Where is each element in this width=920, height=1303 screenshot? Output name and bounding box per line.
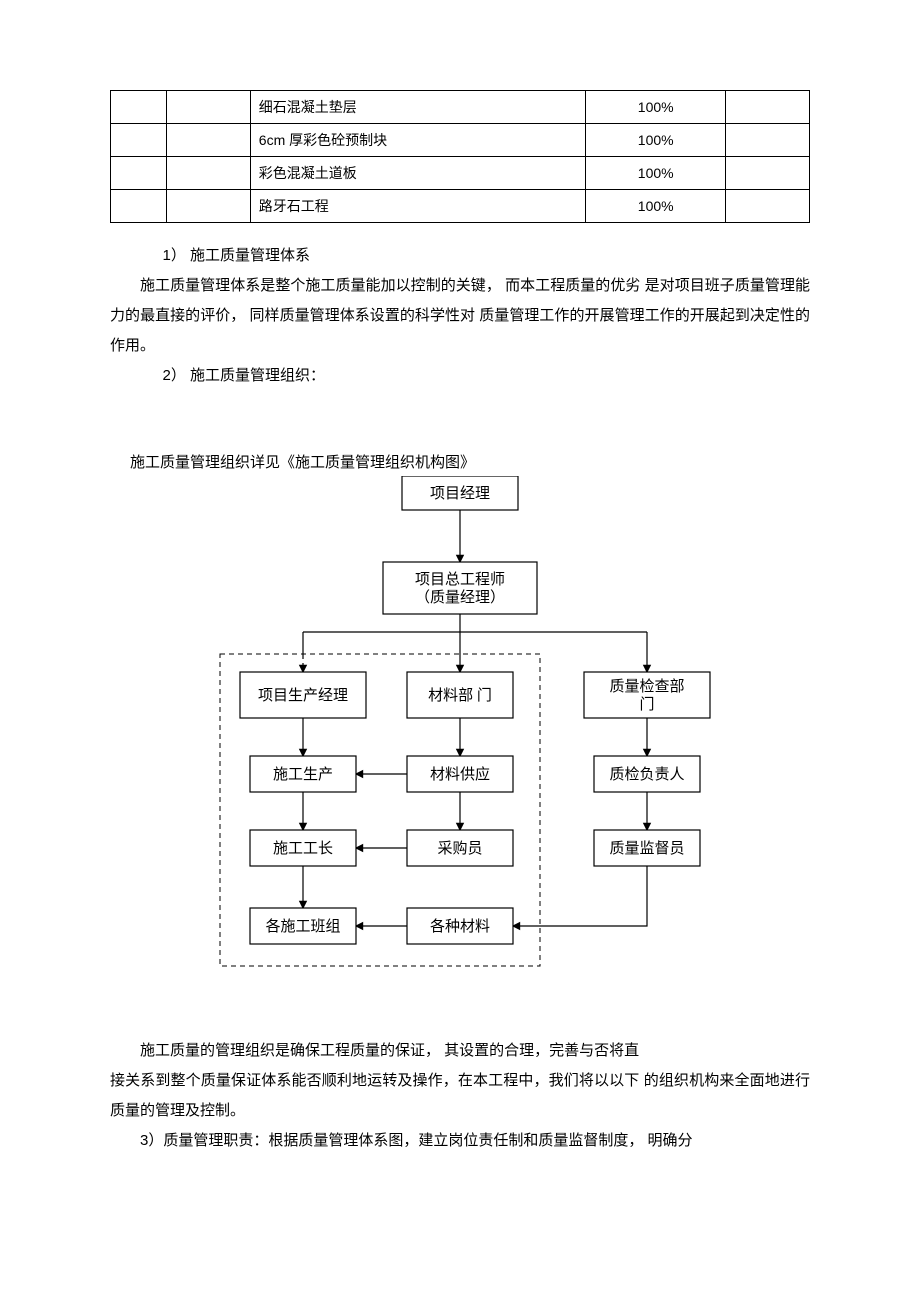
svg-text:质量检查部: 质量检查部 (609, 678, 684, 695)
table-row: 路牙石工程100% (111, 190, 810, 223)
table-cell-value: 100% (586, 157, 726, 190)
svg-text:施工生产: 施工生产 (273, 766, 333, 783)
paragraph-1: 施工质量管理体系是整个施工质量能加以控制的关键， 而本工程质量的优劣 是对项目班… (110, 271, 810, 361)
document-page: 细石混凝土垫层100%6cm 厚彩色砼预制块100%彩色混凝土道板100%路牙石… (0, 0, 920, 1196)
svg-text:材料部 门: 材料部 门 (428, 687, 492, 704)
svg-text:项目经理: 项目经理 (430, 485, 490, 502)
diagram-caption: 施工质量管理组织详见《施工质量管理组织机构图》 (130, 451, 810, 472)
svg-text:采购员: 采购员 (437, 840, 482, 857)
table-cell-label: 路牙石工程 (250, 190, 586, 223)
svg-text:门: 门 (639, 696, 654, 713)
paragraph-2b: 接关系到整个质量保证体系能否顺利地运转及操作，在本工程中，我们将以以下 的组织机… (110, 1066, 810, 1126)
table-row: 6cm 厚彩色砼预制块100% (111, 124, 810, 157)
org-chart: 项目经理项目总工程师（质量经理） 项目生产经理 材料部 门 质量检查部门施工生产 材料供… (170, 476, 750, 1016)
bullet-3: 3）质量管理职责：根据质量管理体系图，建立岗位责任制和质量监督制度， 明确分 (110, 1126, 810, 1156)
table-cell-label: 彩色混凝土道板 (250, 157, 586, 190)
svg-text:项目总工程师: 项目总工程师 (415, 571, 505, 588)
table-row: 彩色混凝土道板100% (111, 157, 810, 190)
table-cell-label: 6cm 厚彩色砼预制块 (250, 124, 586, 157)
svg-text:材料供应: 材料供应 (430, 765, 490, 783)
svg-text:各种材料: 各种材料 (430, 918, 490, 935)
percentage-table: 细石混凝土垫层100%6cm 厚彩色砼预制块100%彩色混凝土道板100%路牙石… (110, 90, 810, 223)
svg-text:各施工班组: 各施工班组 (265, 918, 340, 935)
svg-text:项目生产经理: 项目生产经理 (258, 687, 348, 704)
table-cell-value: 100% (586, 91, 726, 124)
svg-text:（质量经理）: （质量经理） (415, 589, 505, 606)
bullet-2: 2） 施工质量管理组织： (110, 361, 810, 391)
table-row: 细石混凝土垫层100% (111, 91, 810, 124)
table-cell-label: 细石混凝土垫层 (250, 91, 586, 124)
svg-text:施工工长: 施工工长 (273, 840, 333, 857)
svg-text:质量监督员: 质量监督员 (609, 840, 684, 857)
table-cell-value: 100% (586, 190, 726, 223)
svg-text:质检负责人: 质检负责人 (609, 766, 684, 783)
paragraph-2a: 施工质量的管理组织是确保工程质量的保证， 其设置的合理，完善与否将直 (110, 1036, 810, 1066)
bullet-1: 1） 施工质量管理体系 (110, 241, 810, 271)
table-cell-value: 100% (586, 124, 726, 157)
